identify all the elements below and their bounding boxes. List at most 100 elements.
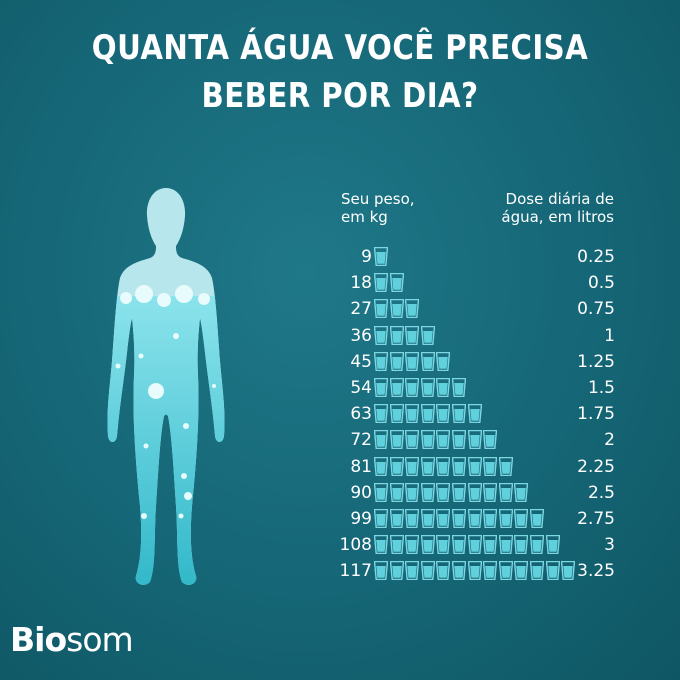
table-row: 108 3 — [0, 533, 680, 558]
glasses-bar — [374, 273, 405, 293]
water-glass-icon — [420, 430, 435, 450]
litres-value: 1.75 — [577, 404, 615, 425]
water-glass-icon — [436, 535, 451, 555]
water-glass-icon — [389, 535, 404, 555]
water-glass-icon — [498, 456, 513, 476]
water-glass-icon — [405, 299, 420, 319]
table-row: 99 2.75 — [0, 507, 680, 532]
glasses-bar — [374, 561, 577, 581]
litres-value: 0.5 — [587, 273, 615, 294]
weight-value: 45 — [350, 351, 372, 372]
litres-value: 0.25 — [577, 247, 615, 267]
litres-value: 2.75 — [577, 509, 615, 529]
weight-value: 18 — [350, 273, 372, 294]
water-glass-icon — [545, 561, 560, 581]
water-glass-icon — [483, 456, 498, 476]
water-glass-icon — [374, 378, 388, 397]
water-glass-icon — [420, 535, 435, 555]
water-glass-icon — [389, 273, 404, 293]
title-line-1: QUANTA ÁGUA VOCÊ PRECISA — [91, 28, 589, 68]
glasses-bar — [374, 247, 390, 266]
water-glass-icon — [436, 456, 451, 476]
water-glass-icon — [374, 430, 388, 450]
litres-value: 1.5 — [587, 378, 615, 398]
water-glass-icon — [498, 482, 513, 502]
water-glass-icon — [420, 561, 435, 581]
water-glass-icon — [483, 482, 498, 502]
water-glass-icon — [374, 351, 388, 371]
glasses-bar — [374, 351, 452, 371]
water-glass-icon — [436, 378, 451, 397]
weight-value: 117 — [339, 561, 372, 582]
water-glass-icon — [498, 535, 513, 555]
table-row: 63 1.75 — [0, 402, 680, 427]
table-row: 90 2.5 — [0, 481, 680, 506]
water-glass-icon — [374, 273, 388, 293]
table-row: 81 2.25 — [0, 455, 680, 480]
litres-value: 0.75 — [577, 299, 615, 320]
water-glass-icon — [467, 561, 482, 581]
water-glass-icon — [451, 509, 466, 528]
water-glass-icon — [451, 482, 466, 502]
weight-value: 90 — [350, 482, 372, 503]
litres-value: 3.25 — [577, 561, 615, 582]
glasses-bar — [374, 456, 514, 476]
weight-value: 63 — [350, 404, 372, 425]
water-glass-icon — [467, 509, 482, 528]
water-glass-icon — [374, 404, 388, 424]
water-glass-icon — [529, 509, 544, 528]
water-glass-icon — [374, 325, 388, 345]
water-glass-icon — [405, 561, 420, 581]
table-row: 27 0.75 — [0, 297, 680, 322]
water-glass-icon — [451, 535, 466, 555]
water-glass-icon — [498, 561, 513, 581]
dose-column-header: Dose diária de água, em litros — [501, 190, 614, 226]
water-glass-icon — [405, 456, 420, 476]
water-glass-icon — [405, 430, 420, 450]
water-glass-icon — [389, 456, 404, 476]
water-glass-icon — [420, 351, 435, 371]
water-glass-icon — [467, 404, 482, 424]
water-glass-icon — [420, 482, 435, 502]
water-glass-icon — [467, 482, 482, 502]
water-glass-icon — [405, 535, 420, 555]
water-glass-icon — [405, 482, 420, 502]
glasses-bar — [374, 430, 499, 450]
weight-value: 108 — [339, 535, 372, 556]
table-row: 54 1.5 — [0, 376, 680, 401]
water-glass-icon — [374, 509, 388, 528]
water-glass-icon — [467, 535, 482, 555]
water-glass-icon — [374, 561, 388, 581]
weight-value: 72 — [350, 430, 372, 451]
weight-column-header: Seu peso, em kg — [341, 190, 415, 226]
water-glass-icon — [389, 378, 404, 397]
water-glass-icon — [374, 535, 388, 555]
water-glass-icon — [374, 456, 388, 476]
water-glass-icon — [405, 509, 420, 528]
weight-value: 81 — [350, 456, 372, 477]
water-glass-icon — [514, 509, 529, 528]
water-glass-icon — [483, 535, 498, 555]
water-glass-icon — [514, 535, 529, 555]
litres-value: 3 — [604, 535, 615, 556]
water-glass-icon — [436, 509, 451, 528]
glasses-bar — [374, 404, 483, 424]
weight-value: 54 — [350, 378, 372, 398]
weight-value: 9 — [361, 247, 372, 267]
water-glass-icon — [436, 561, 451, 581]
water-glass-icon — [389, 561, 404, 581]
glasses-bar — [374, 482, 530, 502]
water-glass-icon — [389, 351, 404, 371]
water-glass-icon — [374, 482, 388, 502]
water-glass-icon — [389, 509, 404, 528]
water-glass-icon — [467, 430, 482, 450]
water-glass-icon — [451, 404, 466, 424]
water-glass-icon — [514, 482, 529, 502]
water-glass-icon — [374, 299, 388, 319]
litres-value: 2.25 — [577, 456, 615, 477]
table-row: 45 1.25 — [0, 350, 680, 375]
glasses-bar — [374, 535, 561, 555]
table-row: 117 3.25 — [0, 559, 680, 584]
biosom-logo: Biosom — [10, 620, 134, 659]
weight-value: 99 — [350, 509, 372, 529]
